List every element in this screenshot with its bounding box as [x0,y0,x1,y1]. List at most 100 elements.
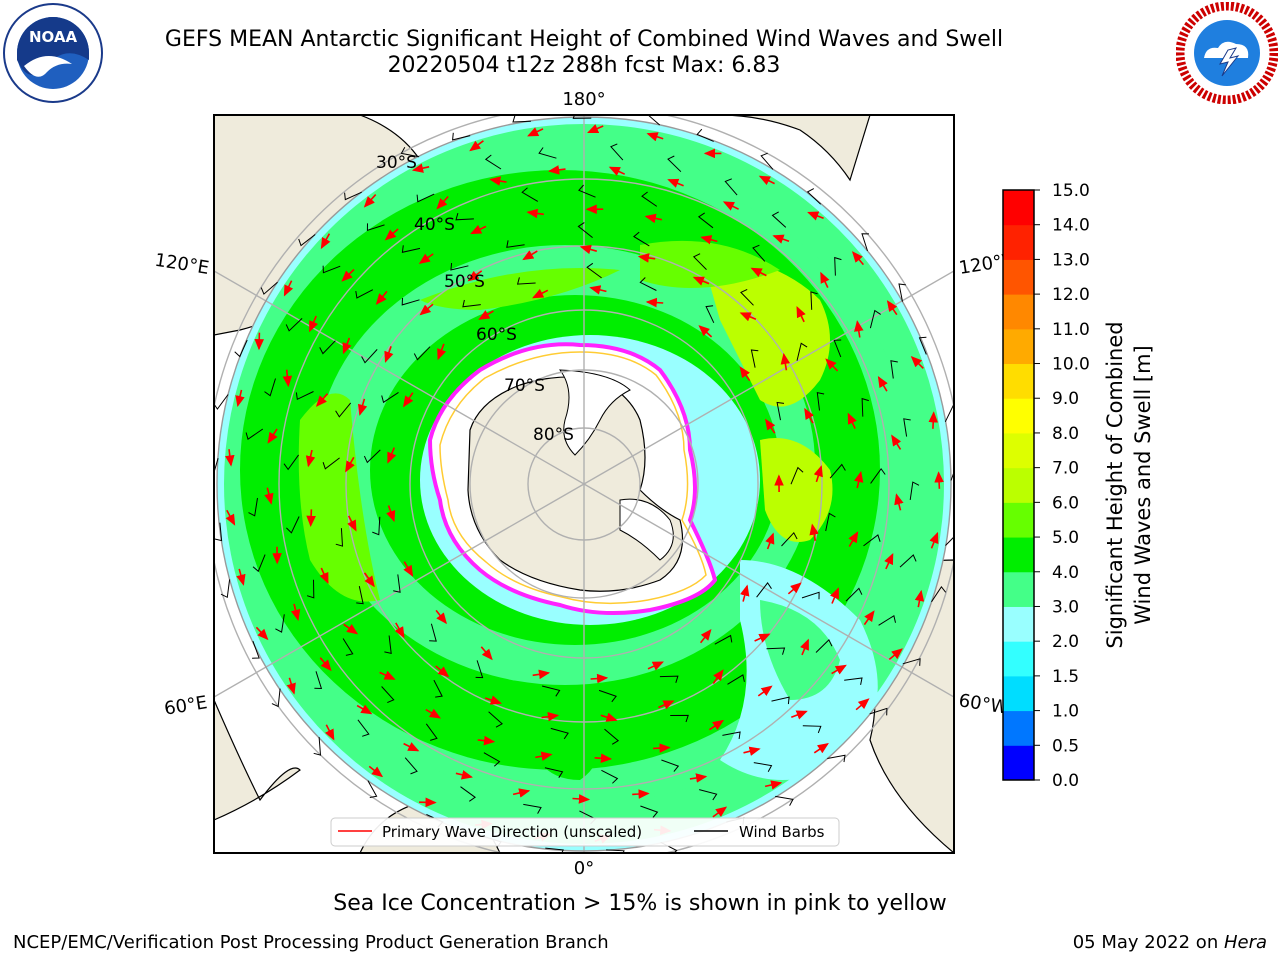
nws-logo [1176,2,1278,104]
wind-barb [861,397,869,417]
colorbar-tick-label: 8.0 [1052,424,1079,444]
wind-barb [756,582,772,598]
wind-barb [295,391,314,401]
wave-direction-arrow [363,572,375,588]
wind-barb [404,757,418,775]
wind-barb [372,516,381,536]
wind-barb [760,152,774,170]
wave-direction-arrow [863,610,875,626]
colorbar-swatch [1003,571,1034,607]
wave-direction-arrow [600,712,618,722]
colorbar-swatch [1003,467,1034,503]
wave-direction-arrow [437,343,447,361]
wave-direction-arrow [384,228,399,241]
wind-barb [572,115,592,119]
wind-barb [771,211,787,228]
colorbar-swatch [1003,537,1034,573]
wave-direction-arrow [589,285,607,295]
wind-barb [796,342,808,361]
wave-direction-arrow [342,337,352,355]
wind-barb [861,233,870,252]
colorbar-frame [1002,189,1035,781]
colorbar-label-line2: Wind Waves and Swell [m] [1131,345,1155,625]
wave-direction-arrow [722,201,739,211]
wind-barb [601,769,619,784]
colorbar-tick-label: 14.0 [1052,216,1090,236]
wave-direction-arrow [653,743,671,753]
wind-barb [545,847,564,853]
wind-barb [306,579,315,599]
wind-barb [610,143,624,161]
wave-direction-arrow [477,735,496,746]
wind-barb [776,401,785,421]
wind-barb [335,402,352,418]
wind-barb [400,147,420,158]
wind-barb [827,754,846,763]
wind-barb [931,585,947,603]
lon-label-60e: 60°E [163,692,209,720]
wind-barb [845,587,863,602]
wind-barb [286,516,300,534]
wave-direction-arrow [467,270,483,282]
wave-direction-arrow [386,505,396,523]
wind-barb [342,638,354,656]
wave-direction-arrow [484,695,502,705]
wind-barb [586,262,602,279]
colorbar-swatch [1003,190,1034,226]
wave-direction-arrow [290,603,301,621]
wind-barb [234,339,248,358]
wave-direction-arrow [324,724,335,741]
lat-label: 30°S [376,153,417,173]
wind-barb [523,803,542,814]
wave-direction-arrow [282,369,293,388]
wind-barb [697,212,714,229]
wave-direction-arrow [522,250,538,261]
wind-barb [898,283,906,302]
wave-direction-arrow [772,234,790,244]
wave-direction-arrow [363,194,377,208]
wave-direction-arrow [910,355,924,369]
wave-direction-arrow [235,389,245,408]
wind-barb [902,658,921,666]
wave-direction-arrow [914,589,925,608]
wind-barb [878,615,896,626]
wave-direction-arrow [787,582,802,595]
wave-direction-arrow [594,753,613,764]
wind-barb [727,674,745,685]
wind-barb [381,391,399,404]
lon-label-180: 180° [562,89,605,110]
wind-barb [367,780,378,798]
wind-barb [512,115,531,123]
wave-direction-arrow [345,456,355,473]
wave-direction-arrow [306,509,316,527]
wave-direction-arrow [894,493,904,511]
wave-direction-arrow [853,470,864,489]
wind-barb [705,305,715,324]
lat-label: 80°S [533,425,574,445]
colorbar-swatch [1003,398,1034,434]
wave-direction-arrow [403,561,414,577]
wave-direction-arrow [813,465,823,483]
wave-direction-arrow [765,418,776,434]
wind-barb [521,187,539,202]
wind-barb [322,457,340,470]
wave-direction-arrow [791,710,808,720]
wind-barb [604,728,620,745]
wind-barb [753,762,773,772]
wave-direction-arrow [470,224,487,235]
wave-direction-arrow [743,746,761,756]
wave-direction-arrow [532,669,551,680]
wind-barb [252,640,260,659]
wave-direction-arrow [343,623,359,635]
wind-barb [483,752,501,767]
wind-barb [815,639,833,653]
wave-direction-arrow [264,487,274,505]
wave-direction-arrow [877,376,888,392]
wave-direction-arrow [754,633,771,643]
wave-direction-arrow [740,584,750,602]
wind-barb [322,265,341,274]
colorbar-tick-label: 7.0 [1052,459,1079,479]
wave-direction-arrow [283,280,294,297]
wind-barb [314,671,323,690]
